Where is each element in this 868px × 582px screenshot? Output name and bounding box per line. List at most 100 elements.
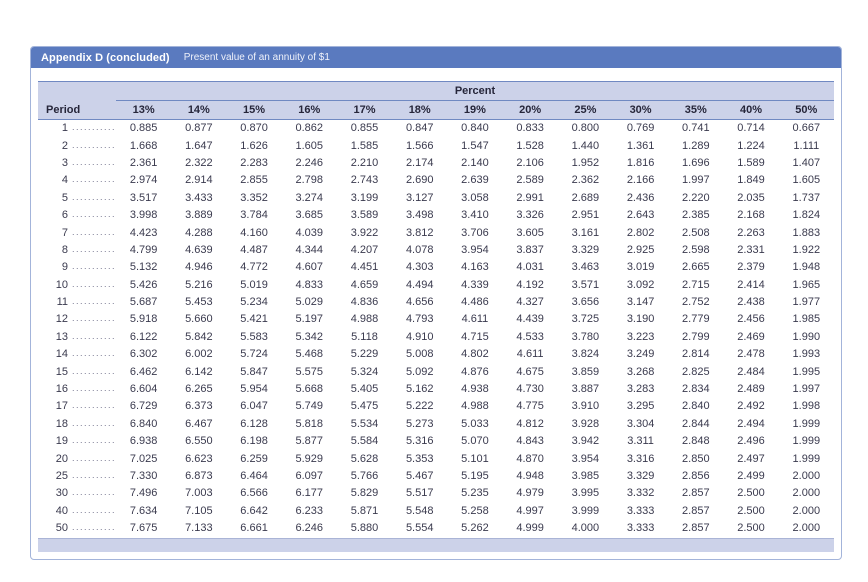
percent-header-spacer	[38, 81, 116, 101]
value-cell: 2.496	[737, 435, 765, 448]
value-cell: 4.494	[405, 278, 434, 291]
value-cell: 2.499	[737, 470, 765, 482]
value-cell: 1.883	[792, 226, 821, 239]
value-cell: 3.685	[295, 209, 324, 222]
value-cell: 3.995	[571, 487, 600, 500]
value-cell: 5.118	[351, 330, 378, 343]
leader-dots: ......................	[72, 261, 116, 272]
value-cell: 6.142	[185, 365, 213, 378]
value-cell: 4.988	[461, 400, 489, 413]
value-cell: 2.438	[737, 296, 765, 309]
value-cell: 0.714	[737, 122, 765, 135]
value-cell: 6.265	[185, 383, 213, 396]
value-cell: 1.605	[792, 174, 821, 187]
value-cell: 2.840	[682, 400, 710, 413]
period-cell: 4......................	[38, 172, 116, 189]
value-cell: 1.999	[792, 452, 821, 465]
leader-dots: ......................	[72, 435, 116, 446]
value-cell: 3.311	[627, 435, 654, 448]
value-cell: 4.327	[516, 296, 544, 309]
value-cell: 3.326	[516, 209, 544, 222]
value-cell: 6.729	[129, 400, 158, 413]
value-cell: 4.946	[185, 261, 213, 274]
value-cell: 2.500	[737, 504, 765, 517]
period-cell: 17......................	[38, 398, 116, 415]
value-cell: 2.834	[682, 383, 710, 396]
value-cell: 2.210	[350, 156, 379, 169]
value-cell: 2.331	[737, 243, 765, 256]
value-cell: 7.105	[185, 504, 213, 517]
value-cell: 2.000	[792, 504, 821, 517]
leader-dots: ......................	[72, 122, 116, 133]
period-number: 9	[61, 261, 68, 274]
value-cell: 2.951	[571, 209, 600, 222]
value-cell: 0.885	[129, 122, 158, 135]
value-cell: 1.361	[626, 139, 655, 152]
period-number: 18	[55, 417, 68, 430]
rate-column-header: 17%	[336, 100, 393, 120]
value-cell: 6.373	[185, 400, 213, 413]
value-cell: 5.029	[295, 296, 324, 309]
value-cell: 1.668	[129, 139, 158, 152]
value-cell: 2.000	[792, 470, 821, 482]
value-cell: 2.850	[682, 452, 710, 465]
value-cell: 4.997	[516, 504, 544, 517]
value-cell: 2.140	[461, 156, 489, 169]
value-cell: 6.198	[240, 435, 268, 448]
period-number: 40	[55, 504, 68, 517]
table-row: 50...................... 7.675 7.133 6.661 6…	[38, 519, 834, 536]
value-cell: 5.197	[295, 313, 324, 326]
value-cell: 2.825	[682, 365, 710, 378]
value-cell: 4.793	[405, 313, 434, 326]
value-cell: 3.332	[626, 487, 655, 500]
value-cell: 4.999	[516, 522, 544, 535]
value-cell: 5.517	[405, 487, 434, 500]
value-cell: 4.675	[516, 365, 544, 378]
value-cell: 2.844	[682, 417, 710, 430]
period-cell: 3......................	[38, 154, 116, 171]
value-cell: 7.496	[129, 487, 158, 500]
value-cell: 5.235	[461, 487, 489, 500]
value-cell: 1.985	[792, 313, 821, 326]
leader-dots: ......................	[72, 522, 116, 533]
value-cell: 4.656	[405, 296, 434, 309]
value-cell: 1.605	[295, 139, 324, 152]
value-cell: 4.639	[185, 243, 213, 256]
card-header: Appendix D (concluded) Present value of …	[31, 47, 841, 68]
value-cell: 3.571	[571, 278, 600, 291]
period-cell: 50......................	[38, 519, 116, 536]
value-cell: 2.743	[350, 174, 379, 187]
table-wrap: Percent Period 13% 14% 15% 16% 17% 18% 19% 20% 2…	[31, 68, 841, 552]
value-cell: 4.207	[350, 243, 379, 256]
table-row: 1...................... 0.885 0.877 0.870 0.…	[38, 120, 834, 137]
period-number: 14	[55, 348, 68, 361]
leader-dots: ......................	[72, 365, 116, 376]
value-cell: 5.749	[295, 400, 324, 413]
value-cell: 2.798	[295, 174, 324, 187]
value-cell: 6.246	[295, 522, 324, 535]
rate-column-header: 25%	[557, 100, 613, 120]
value-cell: 2.715	[682, 278, 710, 291]
leader-dots: ......................	[72, 209, 116, 220]
value-cell: 1.696	[682, 156, 710, 169]
value-cell: 3.410	[461, 209, 489, 222]
value-cell: 0.769	[626, 122, 655, 135]
value-cell: 3.824	[571, 348, 600, 361]
value-cell: 1.998	[792, 400, 821, 413]
value-cell: 2.497	[737, 452, 765, 465]
value-cell: 4.163	[461, 261, 489, 274]
value-cell: 2.848	[682, 435, 710, 448]
value-cell: 6.233	[295, 504, 324, 517]
value-cell: 5.324	[350, 365, 379, 378]
value-cell: 5.871	[350, 504, 379, 517]
value-cell: 1.111	[793, 139, 820, 152]
value-cell: 5.421	[240, 313, 268, 326]
value-cell: 3.589	[350, 209, 379, 222]
value-cell: 1.948	[792, 261, 821, 274]
table-row: 7...................... 4.423 4.288 4.160 4.…	[38, 224, 834, 241]
table-row: 11...................... 5.687 5.453 5.234 5…	[38, 293, 834, 310]
value-cell: 5.234	[240, 296, 268, 309]
value-cell: 6.550	[185, 435, 213, 448]
value-cell: 2.484	[737, 365, 765, 378]
value-cell: 5.766	[350, 470, 379, 482]
